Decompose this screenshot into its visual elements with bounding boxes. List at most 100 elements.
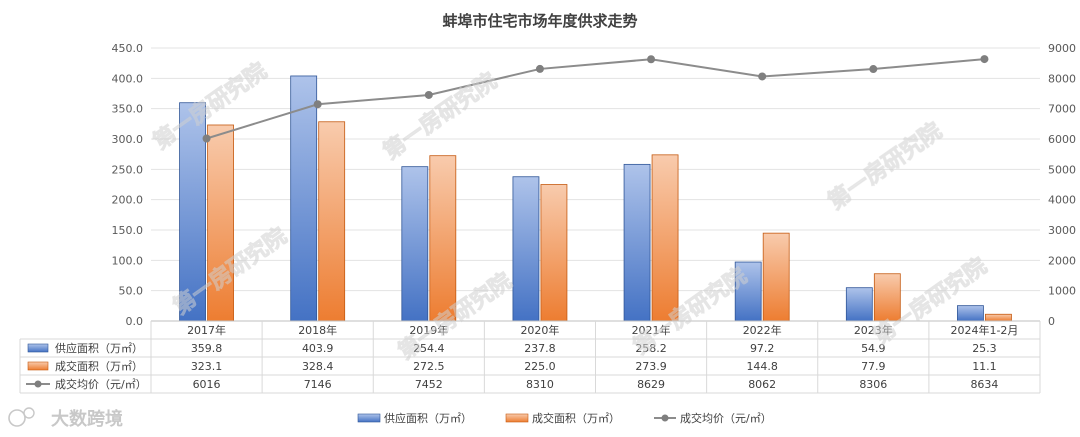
category-label: 2018年 — [298, 323, 337, 337]
row-header: 成交面积（万㎡） — [55, 359, 143, 373]
left-tick-label: 100.0 — [112, 254, 144, 267]
category-label: 2020年 — [520, 323, 559, 337]
supply-bar — [845, 287, 873, 322]
category-label: 2019年 — [409, 323, 448, 337]
row-key — [27, 343, 49, 353]
transaction-bar — [873, 273, 901, 322]
table-cell: 272.5 — [413, 360, 445, 373]
left-axis: 0.0 50.0 100.0 150.0 200.0 250.0 300.0 350.0 400… — [112, 42, 144, 328]
row-header: 供应面积（万㎡） — [55, 341, 143, 355]
transaction-bar — [318, 121, 346, 322]
right-tick-label: 2000 — [1048, 254, 1076, 267]
row-key — [34, 380, 42, 388]
transaction-bar — [651, 154, 679, 322]
logo-icon — [8, 409, 26, 427]
table-cell: 323.1 — [191, 360, 223, 373]
table-cell: 7146 — [304, 378, 332, 391]
price-point — [424, 90, 433, 99]
table-cell: 273.9 — [635, 360, 667, 373]
table-cell: 54.9 — [861, 342, 886, 355]
right-tick-label: 1000 — [1048, 285, 1076, 298]
data-table: 2017年 2018年 2019年 2020年 2021年 2022年 2023年 2024年… — [19, 320, 1041, 394]
legend-label: 供应面积（万㎡） — [384, 411, 472, 425]
left-tick-label: 350.0 — [112, 103, 144, 116]
logo: 大数跨境 — [8, 407, 123, 430]
row-key — [27, 361, 49, 371]
table-cell: 8634 — [970, 378, 998, 391]
table-cell: 144.8 — [746, 360, 778, 373]
transaction-bar — [540, 184, 568, 322]
table-cell: 403.9 — [302, 342, 334, 355]
logo-text: 大数跨境 — [51, 408, 123, 430]
gridlines — [151, 47, 1040, 322]
row-header: 成交均价（元/㎡） — [55, 377, 147, 391]
table-cell: 11.1 — [972, 360, 997, 373]
chart-title: 蚌埠市住宅市场年度供求走势 — [442, 12, 637, 30]
left-tick-label: 400.0 — [112, 72, 144, 85]
right-tick-label: 4000 — [1048, 194, 1076, 207]
table-cell: 8310 — [526, 378, 554, 391]
table-cell: 258.2 — [635, 342, 667, 355]
legend-key — [505, 413, 529, 423]
left-tick-label: 150.0 — [112, 224, 144, 237]
legend-key — [661, 414, 669, 422]
right-tick-label: 5000 — [1048, 163, 1076, 176]
category-label: 2021年 — [632, 323, 671, 337]
table-cell: 237.8 — [524, 342, 556, 355]
legend-key — [357, 413, 381, 423]
price-point — [202, 134, 211, 143]
table-cell: 8306 — [859, 378, 887, 391]
logo-icon-dot — [23, 407, 35, 419]
table-cell: 328.4 — [302, 360, 334, 373]
supply-bar — [179, 102, 206, 322]
table-cell: 225.0 — [524, 360, 556, 373]
supply-bar — [512, 176, 540, 322]
price-point — [758, 72, 767, 81]
table-cell: 8062 — [748, 378, 776, 391]
left-tick-label: 200.0 — [112, 194, 144, 207]
table-cell: 254.4 — [413, 342, 445, 355]
supply-bar — [957, 305, 984, 322]
left-tick-label: 450.0 — [112, 42, 144, 55]
supply-bar — [401, 166, 429, 322]
left-tick-label: 300.0 — [112, 133, 144, 146]
right-tick-label: 9000 — [1048, 42, 1076, 55]
table-cell: 359.8 — [191, 342, 223, 355]
category-label: 2022年 — [743, 323, 782, 337]
left-tick-label: 0.0 — [126, 315, 144, 328]
table-cell: 25.3 — [972, 342, 997, 355]
legend-label: 成交面积（万㎡） — [532, 411, 620, 425]
legend-label: 成交均价（元/㎡） — [680, 411, 772, 425]
supply-bar — [734, 261, 762, 322]
right-tick-label: 7000 — [1048, 103, 1076, 116]
table-cell: 77.9 — [861, 360, 886, 373]
transaction-bar — [762, 232, 790, 322]
price-point — [869, 65, 878, 74]
transaction-bar — [985, 313, 1012, 322]
right-tick-label: 6000 — [1048, 133, 1076, 146]
watermark-text: 第一房研究院 — [824, 118, 947, 215]
price-line-path — [206, 58, 985, 140]
right-axis: 0 1000 2000 3000 4000 5000 6000 7000 8000 9000 — [1048, 42, 1076, 328]
category-label: 2017年 — [187, 323, 226, 337]
price-point — [313, 100, 322, 109]
watermark-text: 第一房研究院 — [379, 68, 502, 165]
supply-bar — [623, 163, 651, 322]
legend: 供应面积（万㎡） 成交面积（万㎡） 成交均价（元/㎡） — [357, 411, 772, 425]
table-cell: 8629 — [637, 378, 665, 391]
price-point — [980, 55, 989, 64]
left-tick-label: 50.0 — [119, 285, 144, 298]
table-cell: 6016 — [193, 378, 221, 391]
supply-bar — [290, 75, 318, 322]
right-tick-label: 8000 — [1048, 72, 1076, 85]
right-tick-label: 0 — [1048, 315, 1055, 328]
table-cell: 97.2 — [750, 342, 775, 355]
category-label: 2024年1-2月 — [950, 323, 1018, 337]
price-point — [535, 64, 544, 73]
category-label: 2023年 — [854, 323, 893, 337]
right-tick-label: 3000 — [1048, 224, 1076, 237]
transaction-bar — [429, 155, 457, 322]
table-cell: 7452 — [415, 378, 443, 391]
price-point — [647, 55, 656, 64]
